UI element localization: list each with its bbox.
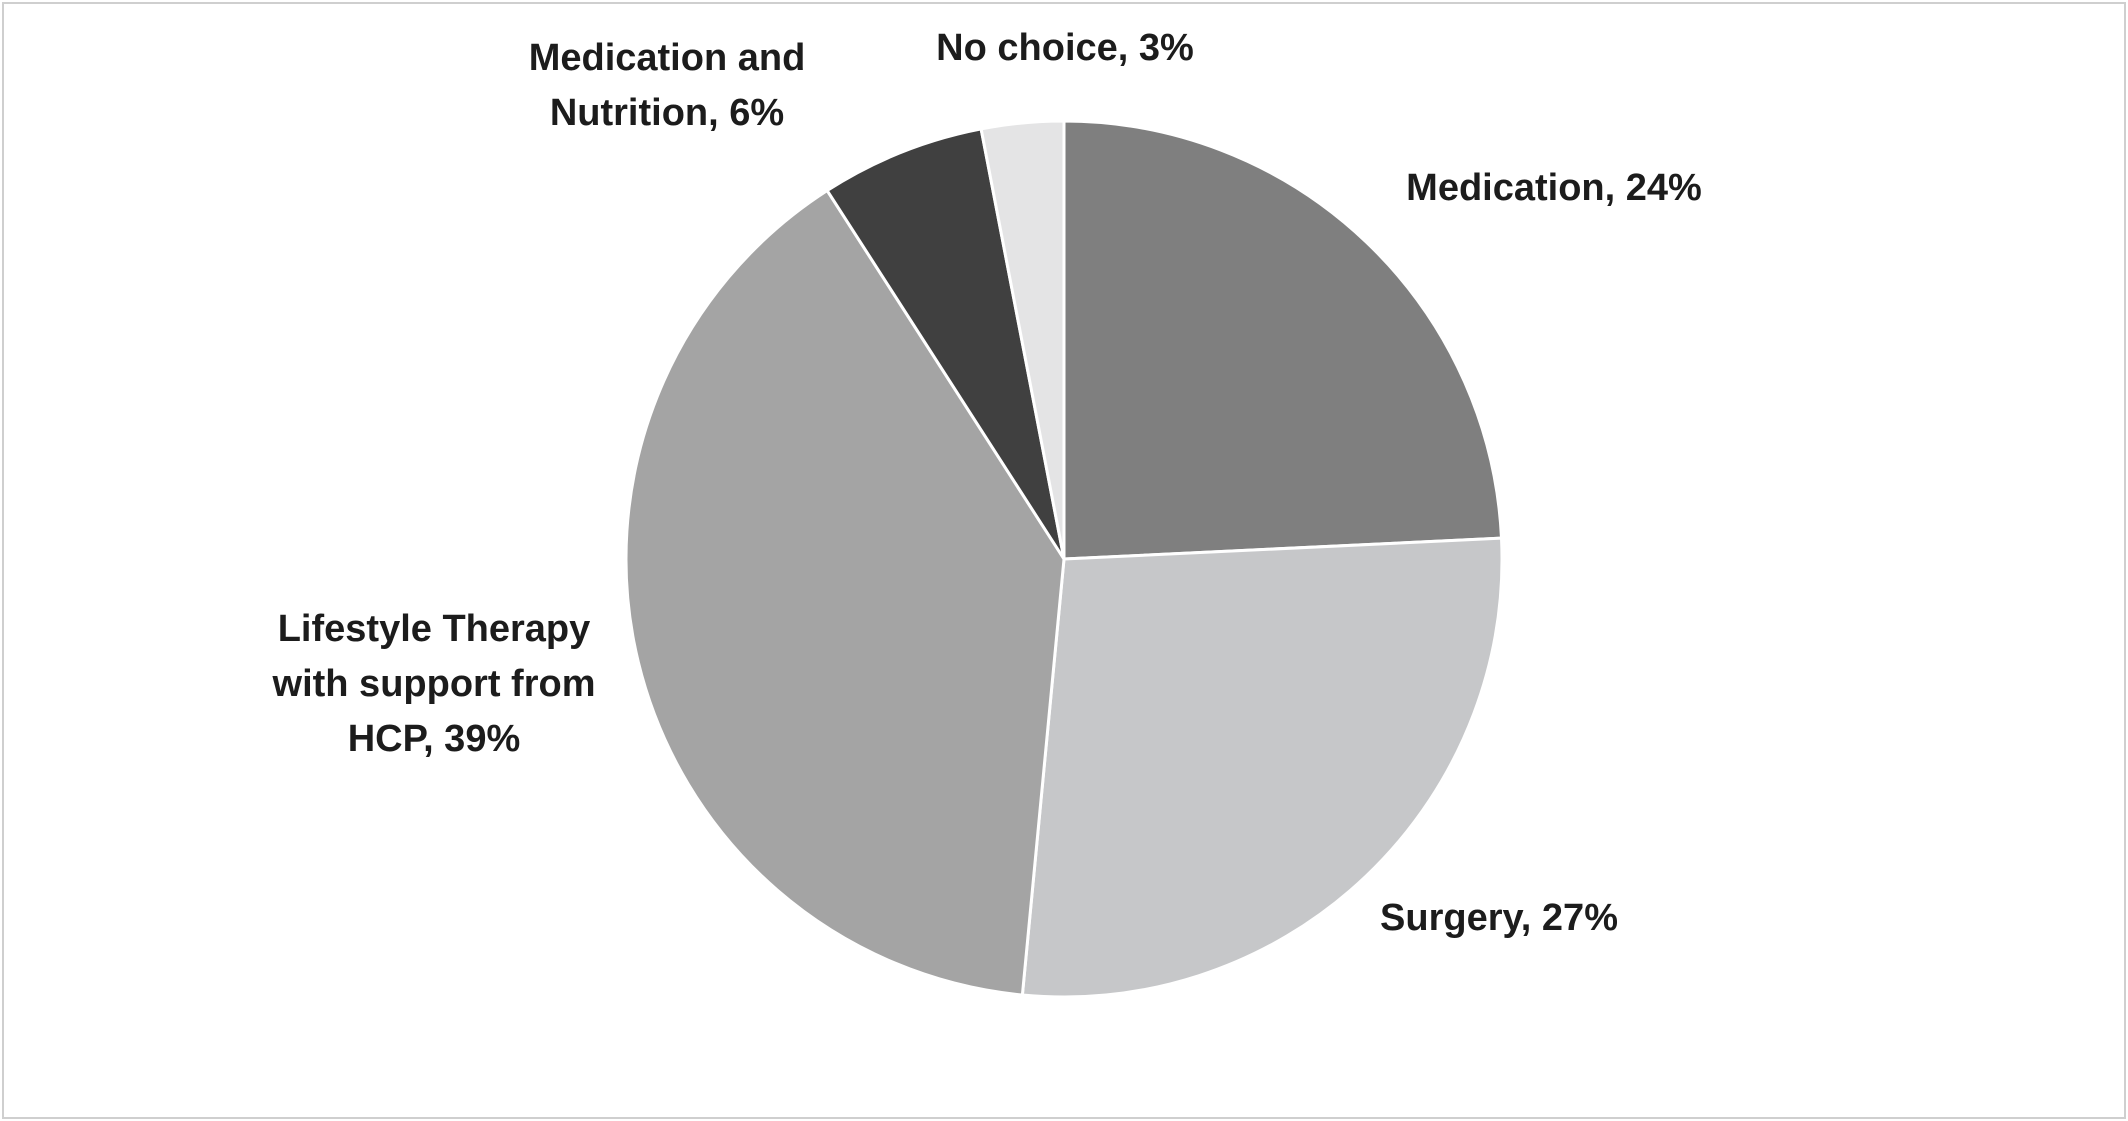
data-label-surgery: Surgery, 27% [1380, 897, 1618, 939]
pie-chart: Medication, 24% Surgery, 27% Lifestyle The… [272, 27, 1702, 999]
data-label-medication-and-nutrition: Medication and Nutrition, 6% [529, 37, 806, 134]
data-label-line: Medication, 24% [1406, 167, 1702, 209]
pie-slice-medication-and-nutrition [825, 127, 1066, 561]
data-label-line: with support from [272, 663, 596, 705]
data-label-medication: Medication, 24% [1406, 167, 1702, 209]
pie-labels: Medication, 24% Surgery, 27% Lifestyle The… [272, 27, 1702, 939]
pie-slice-surgery [1020, 536, 1504, 999]
pie-slice-no-choice [979, 119, 1066, 561]
data-label-line: HCP, 39% [348, 718, 521, 760]
data-label-line: Nutrition, 6% [550, 92, 784, 134]
data-label-line: Lifestyle Therapy [278, 608, 591, 650]
data-label-no-choice: No choice, 3% [936, 27, 1194, 69]
data-label-line: Medication and [529, 37, 806, 79]
pie-slice-lifestyle-therapy-with-support-from-hcp [624, 189, 1066, 997]
pie-slice-medication [1062, 119, 1503, 561]
pie-slices [624, 119, 1504, 999]
data-label-lifestyle-therapy-with-support-from-hcp: Lifestyle Therapy with support from HCP, 3… [272, 608, 596, 760]
data-label-line: Surgery, 27% [1380, 897, 1618, 939]
data-label-line: No choice, 3% [936, 27, 1194, 69]
